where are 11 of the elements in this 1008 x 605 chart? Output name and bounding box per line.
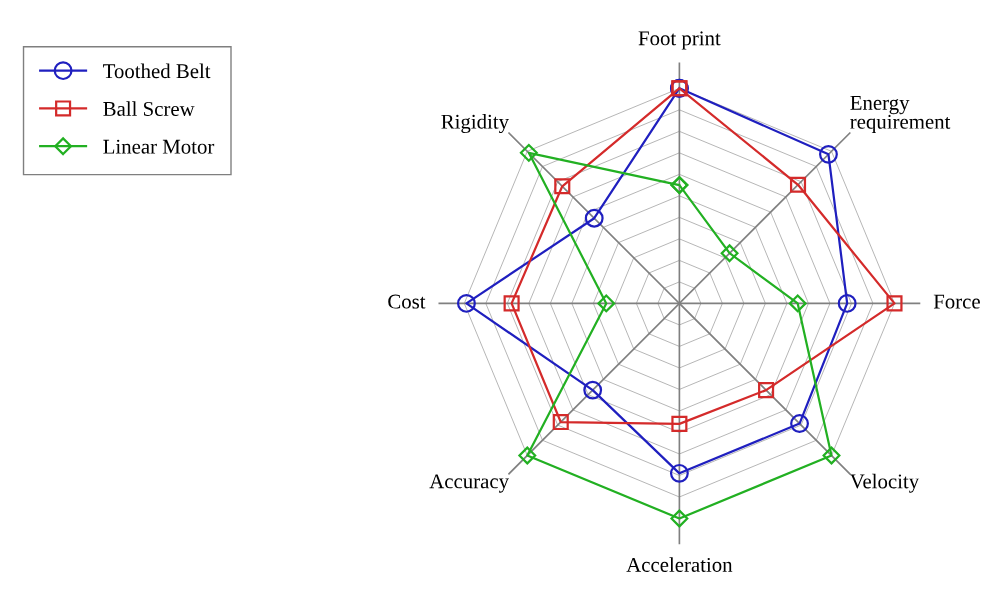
- spoke-label: Accuracy: [429, 474, 509, 493]
- legend-label: Linear Motor: [103, 139, 215, 154]
- spoke-label: Cost: [388, 294, 426, 309]
- spoke-label: Rigidity: [441, 114, 509, 134]
- spoke-label: Acceleration: [626, 557, 733, 572]
- legend-label: Toothed Belt: [103, 63, 211, 79]
- legend-label: Ball Screw: [103, 101, 195, 116]
- spoke-label: Foot print: [638, 31, 721, 50]
- spoke-label: Energy requirement: [850, 96, 951, 134]
- spoke-label: Force: [933, 294, 980, 309]
- spoke-label: Velocity: [849, 473, 920, 493]
